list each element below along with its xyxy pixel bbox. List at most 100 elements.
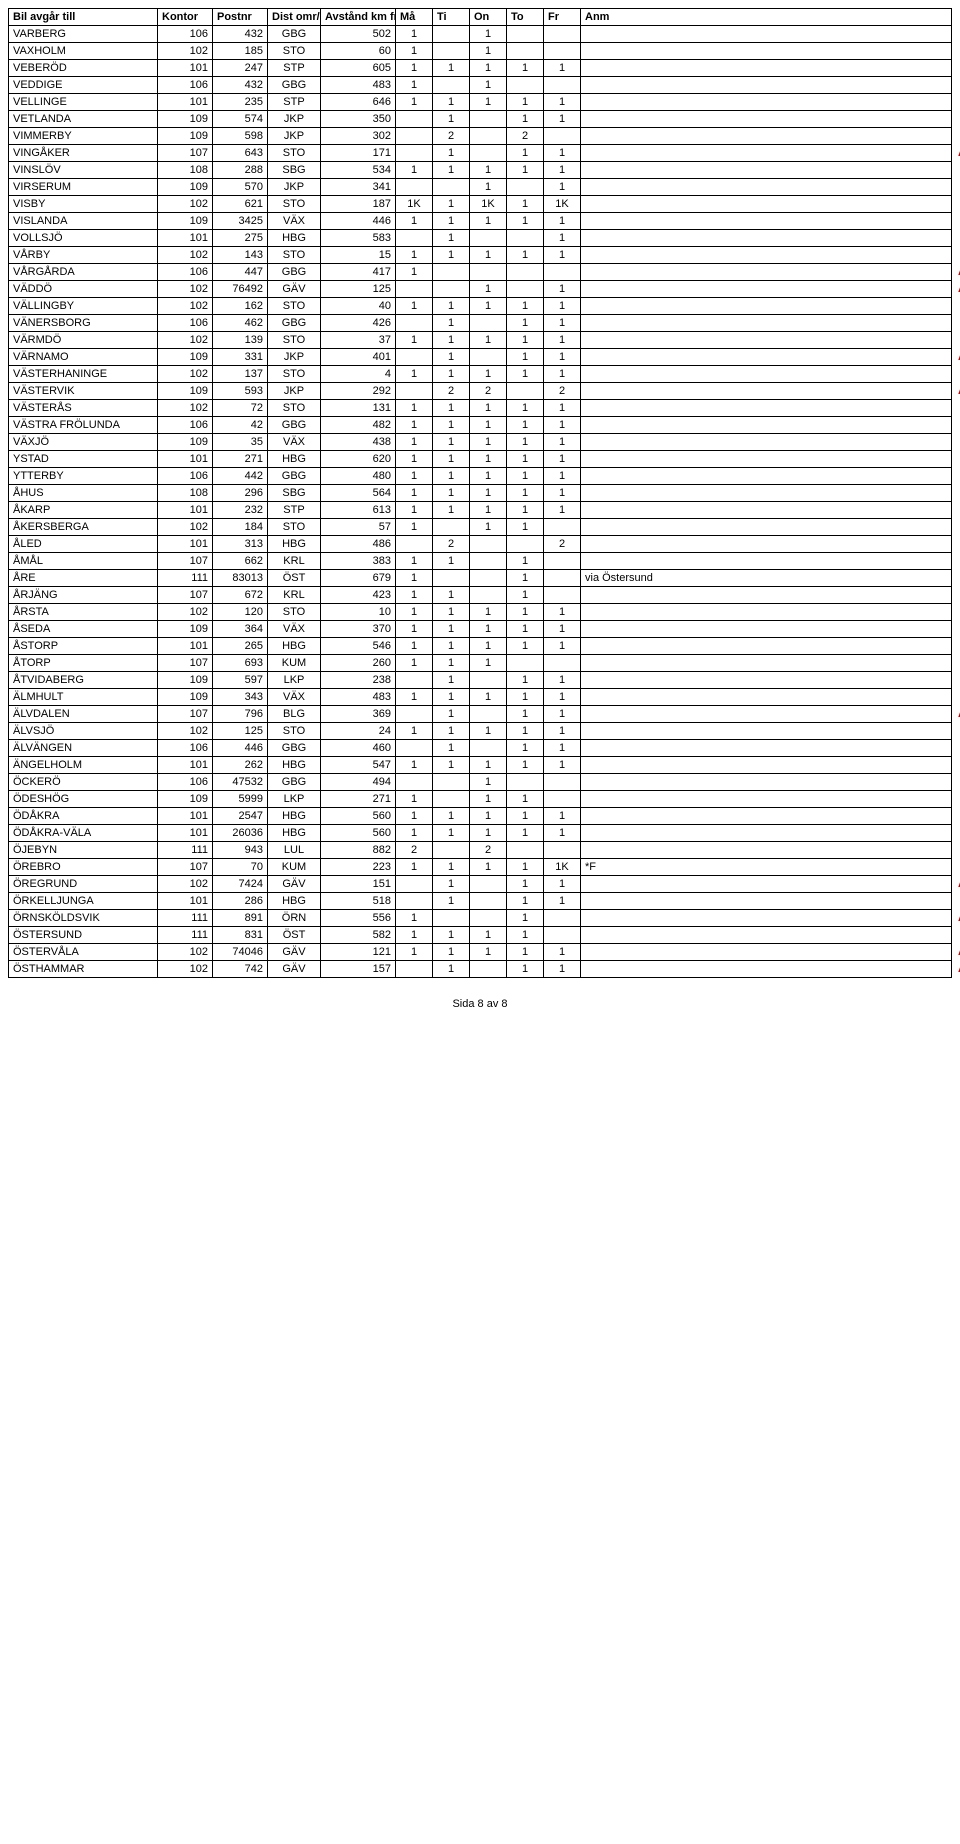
table-cell: 1 — [507, 349, 544, 366]
table-cell: 108 — [158, 162, 213, 179]
table-cell: 1 — [396, 60, 433, 77]
table-cell: 223 — [321, 859, 396, 876]
table-cell: VIRSERUM — [9, 179, 158, 196]
table-cell — [507, 264, 544, 281]
table-cell: 101 — [158, 94, 213, 111]
table-cell — [581, 162, 952, 179]
table-cell: 1 — [507, 315, 544, 332]
table-cell: ÅTORP — [9, 655, 158, 672]
table-cell: 1 — [433, 893, 470, 910]
table-cell: 102 — [158, 247, 213, 264]
table-cell — [470, 230, 507, 247]
table-cell: 10 — [321, 604, 396, 621]
table-cell: STO — [268, 196, 321, 213]
table-cell — [507, 43, 544, 60]
table-cell — [433, 570, 470, 587]
table-row: ÖJEBYN111943LUL88222 — [9, 842, 952, 859]
table-cell: 1 — [396, 417, 433, 434]
table-cell: VÄLLINGBY — [9, 298, 158, 315]
table-cell: 1 — [544, 808, 581, 825]
table-row: ÖREGRUND1027424GÄV151111 — [9, 876, 952, 893]
table-cell: 1 — [433, 485, 470, 502]
table-row: ÖCKERÖ10647532GBG4941 — [9, 774, 952, 791]
table-cell: 1 — [433, 927, 470, 944]
table-cell: 1 — [433, 689, 470, 706]
table-cell: STO — [268, 43, 321, 60]
table-row: ÅMÅL107662KRL383111 — [9, 553, 952, 570]
page-footer: Sida 8 av 8 — [8, 998, 952, 1010]
table-cell — [396, 383, 433, 400]
table-cell: 1 — [470, 451, 507, 468]
table-cell: 2 — [544, 536, 581, 553]
table-cell — [507, 281, 544, 298]
table-cell: 70 — [213, 859, 268, 876]
table-cell: 1 — [544, 689, 581, 706]
table-cell — [433, 281, 470, 298]
table-cell — [470, 570, 507, 587]
table-cell — [581, 247, 952, 264]
table-row: ÖDESHÖG1095999LKP271111 — [9, 791, 952, 808]
table-cell: 1 — [507, 60, 544, 77]
table-cell — [544, 587, 581, 604]
table-cell: 1 — [433, 196, 470, 213]
table-row: ÖDÅKRA-VÄLA10126036HBG56011111 — [9, 825, 952, 842]
table-cell: 1 — [470, 94, 507, 111]
table-cell — [581, 621, 952, 638]
table-cell — [581, 604, 952, 621]
table-cell: 1K — [470, 196, 507, 213]
table-cell: 1 — [507, 757, 544, 774]
table-row: VINGÅKER107643STO171111 — [9, 145, 952, 162]
table-cell — [581, 638, 952, 655]
table-cell: 1 — [470, 502, 507, 519]
table-row: ÅRE11183013ÖST67911via Östersund — [9, 570, 952, 587]
table-cell: 187 — [321, 196, 396, 213]
table-cell: 1 — [507, 910, 544, 927]
table-header: Bil avgår till Kontor Postnr Dist omr/ t… — [9, 9, 952, 26]
table-cell: GBG — [268, 77, 321, 94]
table-row: VIMMERBY109598JKP30222 — [9, 128, 952, 145]
table-cell: 1 — [507, 808, 544, 825]
table-cell — [544, 791, 581, 808]
table-cell: 605 — [321, 60, 396, 77]
table-cell: 1 — [470, 604, 507, 621]
table-cell: 1 — [544, 638, 581, 655]
table-cell: 1 — [433, 604, 470, 621]
table-cell: 101 — [158, 502, 213, 519]
table-cell: JKP — [268, 179, 321, 196]
table-cell: VÄXJÖ — [9, 434, 158, 451]
table-cell: 1 — [396, 570, 433, 587]
table-cell — [470, 740, 507, 757]
table-cell: 1 — [396, 451, 433, 468]
table-cell: ÖSTHAMMAR — [9, 961, 158, 978]
table-cell: 1 — [470, 26, 507, 43]
table-cell: 2 — [470, 383, 507, 400]
table-cell: VEBERÖD — [9, 60, 158, 77]
table-cell: 1 — [470, 638, 507, 655]
table-cell — [581, 145, 952, 162]
table-cell: STP — [268, 60, 321, 77]
table-cell: 2547 — [213, 808, 268, 825]
table-cell — [396, 893, 433, 910]
table-cell: ÖREGRUND — [9, 876, 158, 893]
table-cell: GÄV — [268, 876, 321, 893]
table-row: VÄRMDÖ102139STO3711111 — [9, 332, 952, 349]
table-cell — [544, 910, 581, 927]
table-cell — [581, 451, 952, 468]
table-cell: VÄNERSBORG — [9, 315, 158, 332]
table-row: VARBERG106432GBG50211 — [9, 26, 952, 43]
table-cell: 102 — [158, 298, 213, 315]
table-cell: 101 — [158, 757, 213, 774]
table-cell — [544, 519, 581, 536]
table-cell: 1 — [507, 944, 544, 961]
table-cell — [433, 179, 470, 196]
table-row: ÅTVIDABERG109597LKP238111 — [9, 672, 952, 689]
table-cell — [581, 893, 952, 910]
table-cell: 1 — [470, 859, 507, 876]
table-cell: 1 — [507, 468, 544, 485]
table-cell: 1 — [470, 468, 507, 485]
table-cell — [396, 111, 433, 128]
table-cell: 101 — [158, 825, 213, 842]
table-row: VÅRBY102143STO1511111 — [9, 247, 952, 264]
table-cell — [581, 655, 952, 672]
header-to: To — [507, 9, 544, 26]
